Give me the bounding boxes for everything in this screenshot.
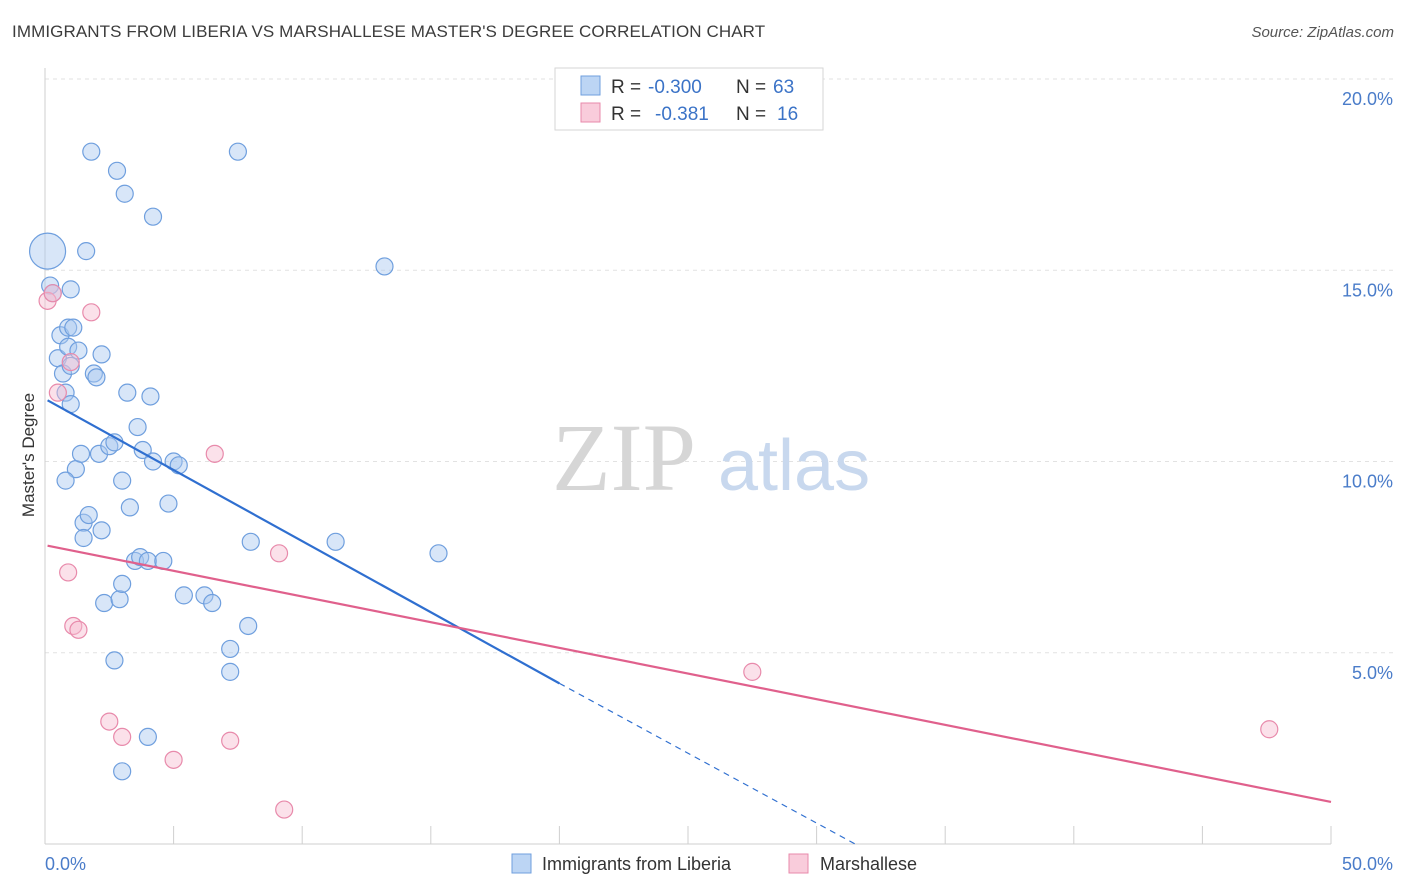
data-point (113, 574, 132, 594)
data-point (105, 651, 124, 670)
series-liberia-points (28, 142, 448, 781)
data-point (118, 383, 137, 402)
bottom-legend-liberia: Immigrants from Liberia (542, 854, 732, 874)
data-point (275, 800, 294, 819)
data-point (743, 662, 762, 681)
data-point (100, 712, 119, 731)
data-point (174, 586, 193, 605)
data-point (128, 417, 147, 437)
bottom-legend-marshallese: Marshallese (820, 854, 917, 874)
data-point (92, 345, 111, 364)
trend-line-liberia (47, 399, 560, 685)
data-point (59, 563, 78, 582)
legend-n-value-2: 16 (777, 104, 798, 125)
data-point (59, 318, 78, 337)
data-point (56, 471, 75, 490)
chart-title: IMMIGRANTS FROM LIBERIA VS MARSHALLESE M… (12, 22, 766, 41)
legend-n-label-2: N = (736, 104, 766, 125)
y-axis-label: Master's Degree (19, 393, 38, 517)
bottom-legend-swatch-liberia (511, 853, 532, 874)
bottom-legend-swatch-marshallese (788, 853, 809, 874)
data-point (61, 356, 80, 375)
data-point (375, 257, 394, 276)
data-point (82, 142, 101, 161)
data-point (56, 383, 75, 402)
data-point (241, 532, 260, 551)
data-point (69, 620, 88, 639)
watermark: ZIP atlas (552, 404, 870, 511)
correlation-legend: R = -0.300 N = 63 R = -0.381 N = 16 (554, 67, 824, 131)
data-point (59, 337, 78, 356)
data-point (326, 532, 345, 551)
series-marshallese-points (38, 284, 1279, 819)
y-tick-labels: 5.0% 10.0% 15.0% 20.0% (1342, 89, 1393, 683)
data-point (48, 383, 67, 402)
data-point (221, 731, 240, 750)
legend-r-label-1: R = (611, 77, 641, 98)
gridlines (45, 78, 1394, 654)
x-tick-labels: 0.0% 50.0% (45, 854, 1393, 874)
data-point (113, 471, 132, 490)
axes (44, 68, 1332, 845)
data-point (79, 505, 98, 525)
legend-swatch-marshallese (580, 102, 601, 123)
data-point (221, 639, 240, 659)
x-tick-label-max: 50.0% (1342, 854, 1393, 874)
trend-line-marshallese (47, 544, 1332, 804)
trend-line-liberia-extension (559, 682, 856, 845)
data-point (269, 544, 289, 563)
data-point (1260, 720, 1279, 739)
data-point (195, 586, 214, 605)
data-point (141, 387, 160, 406)
data-point (43, 284, 62, 303)
legend-r-value-2: -0.381 (655, 104, 709, 125)
data-point (92, 521, 111, 540)
data-point (110, 590, 129, 609)
source-label: Source: ZipAtlas.com (1251, 24, 1394, 41)
data-point (113, 727, 132, 747)
data-point (138, 727, 157, 747)
data-point (28, 232, 67, 270)
data-point (95, 593, 114, 613)
legend-r-value-1: -0.300 (648, 77, 702, 98)
watermark-atlas: atlas (718, 426, 870, 506)
legend-r-label-2: R = (611, 104, 641, 125)
watermark-zip: ZIP (552, 404, 696, 511)
data-point (77, 242, 96, 261)
legend-swatch-liberia (580, 75, 601, 96)
data-point (164, 750, 183, 769)
data-point (113, 762, 132, 781)
data-point (64, 318, 83, 337)
y-tick-label: 5.0% (1352, 663, 1393, 683)
y-tick-label: 10.0% (1342, 472, 1393, 492)
data-point (120, 498, 139, 517)
data-point (107, 161, 127, 180)
series-legend: Immigrants from Liberia Marshallese (511, 853, 917, 874)
data-point (61, 280, 80, 299)
data-point (143, 207, 163, 226)
data-point (429, 544, 448, 563)
data-point (74, 528, 93, 548)
data-point (159, 494, 178, 513)
data-point (82, 303, 101, 322)
data-point (89, 444, 109, 463)
data-point (205, 444, 224, 463)
y-tick-label: 20.0% (1342, 89, 1393, 109)
legend-n-label-1: N = (736, 77, 766, 98)
data-point (228, 142, 247, 161)
data-point (203, 593, 222, 613)
data-point (169, 456, 188, 475)
data-point (115, 184, 134, 203)
data-point (239, 616, 258, 636)
data-point (221, 662, 240, 681)
trend-lines (47, 399, 1332, 845)
data-point (61, 352, 80, 372)
data-point (87, 368, 106, 387)
data-point (71, 444, 91, 463)
y-tick-label: 15.0% (1342, 280, 1393, 300)
legend-n-value-1: 63 (773, 77, 794, 98)
x-tick-label-min: 0.0% (45, 854, 86, 874)
